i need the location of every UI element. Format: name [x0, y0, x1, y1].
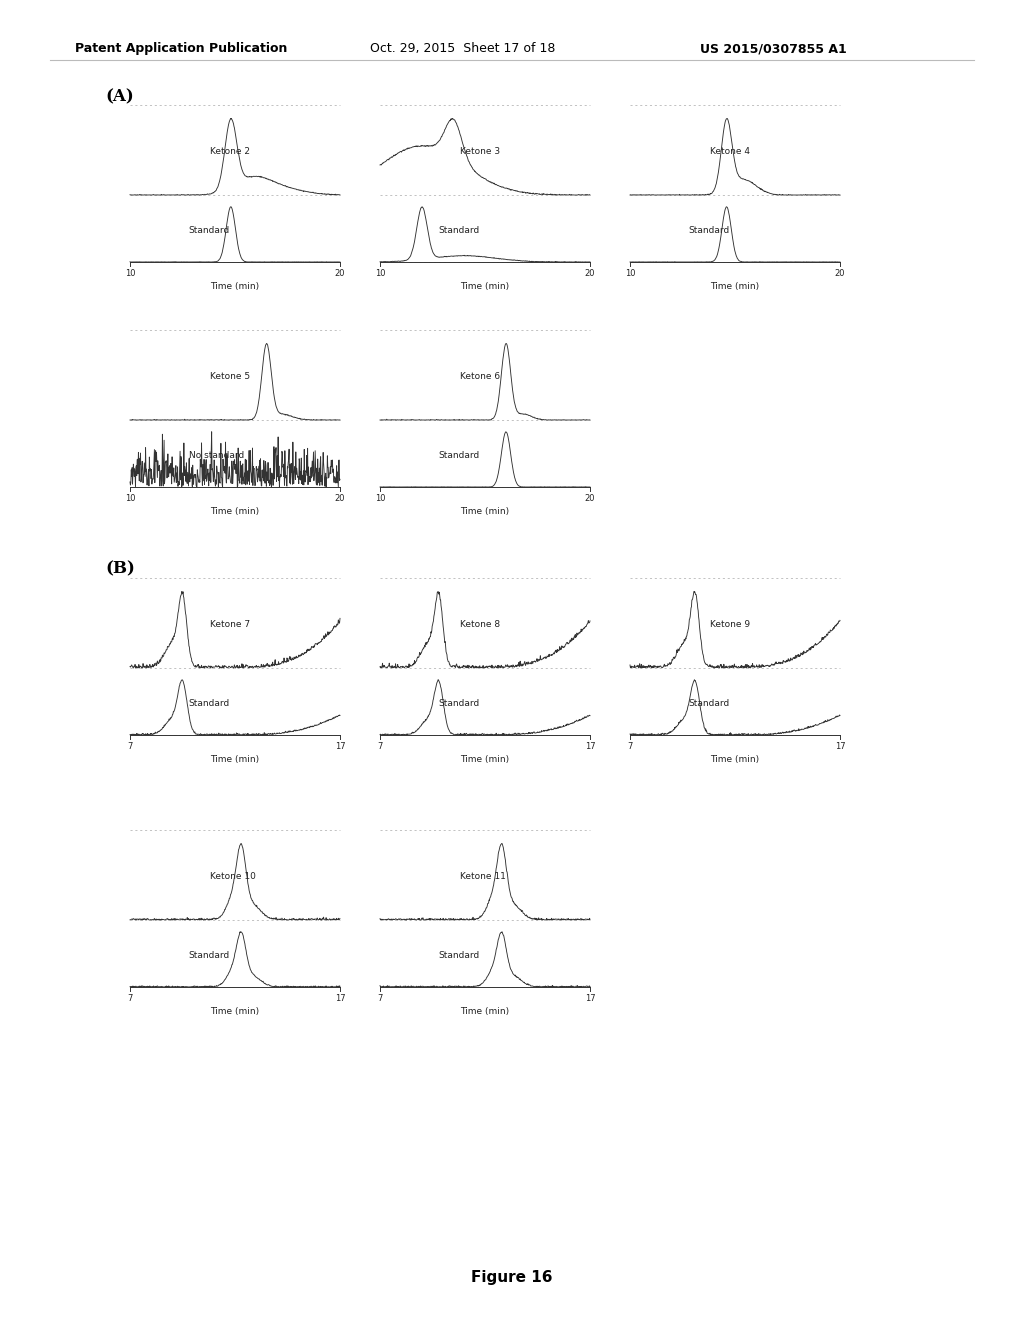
Text: Ketone 6: Ketone 6 — [460, 372, 500, 381]
Text: Oct. 29, 2015  Sheet 17 of 18: Oct. 29, 2015 Sheet 17 of 18 — [370, 42, 555, 55]
Text: 7: 7 — [127, 742, 133, 751]
Text: 20: 20 — [835, 269, 845, 279]
Text: Standard: Standard — [439, 952, 480, 961]
Text: Ketone 10: Ketone 10 — [210, 873, 256, 882]
Text: Figure 16: Figure 16 — [471, 1270, 553, 1284]
Text: Time (min): Time (min) — [461, 755, 510, 764]
Text: Ketone 2: Ketone 2 — [210, 148, 250, 156]
Text: 17: 17 — [335, 742, 345, 751]
Text: 10: 10 — [625, 269, 635, 279]
Text: 7: 7 — [127, 994, 133, 1003]
Text: Ketone 7: Ketone 7 — [210, 620, 250, 630]
Text: Ketone 11: Ketone 11 — [460, 873, 506, 882]
Text: US 2015/0307855 A1: US 2015/0307855 A1 — [700, 42, 847, 55]
Text: No standard: No standard — [188, 451, 244, 461]
Text: Standard: Standard — [439, 226, 480, 235]
Text: Time (min): Time (min) — [211, 755, 259, 764]
Text: Ketone 9: Ketone 9 — [710, 620, 750, 630]
Text: 17: 17 — [835, 742, 846, 751]
Text: 10: 10 — [375, 269, 385, 279]
Text: 7: 7 — [377, 742, 383, 751]
Text: Time (min): Time (min) — [461, 507, 510, 516]
Text: 20: 20 — [585, 494, 595, 503]
Text: 17: 17 — [585, 742, 595, 751]
Text: 17: 17 — [335, 994, 345, 1003]
Text: Ketone 4: Ketone 4 — [710, 148, 750, 156]
Text: 7: 7 — [628, 742, 633, 751]
Text: 20: 20 — [335, 494, 345, 503]
Text: Standard: Standard — [439, 451, 480, 461]
Text: Time (min): Time (min) — [211, 1007, 259, 1016]
Text: 10: 10 — [125, 269, 135, 279]
Text: Standard: Standard — [689, 700, 730, 709]
Text: Time (min): Time (min) — [211, 507, 259, 516]
Text: Time (min): Time (min) — [711, 282, 760, 290]
Text: Ketone 3: Ketone 3 — [460, 148, 500, 156]
Text: Standard: Standard — [188, 700, 230, 709]
Text: Patent Application Publication: Patent Application Publication — [75, 42, 288, 55]
Text: Standard: Standard — [689, 226, 730, 235]
Text: Ketone 8: Ketone 8 — [460, 620, 500, 630]
Text: Standard: Standard — [188, 952, 230, 961]
Text: Standard: Standard — [439, 700, 480, 709]
Text: Time (min): Time (min) — [211, 282, 259, 290]
Text: Standard: Standard — [188, 226, 230, 235]
Text: 20: 20 — [585, 269, 595, 279]
Text: Time (min): Time (min) — [461, 1007, 510, 1016]
Text: 17: 17 — [585, 994, 595, 1003]
Text: 20: 20 — [335, 269, 345, 279]
Text: (A): (A) — [105, 88, 134, 106]
Text: 7: 7 — [377, 994, 383, 1003]
Text: Ketone 5: Ketone 5 — [210, 372, 250, 381]
Text: 10: 10 — [125, 494, 135, 503]
Text: (B): (B) — [105, 560, 135, 577]
Text: Time (min): Time (min) — [461, 282, 510, 290]
Text: 10: 10 — [375, 494, 385, 503]
Text: Time (min): Time (min) — [711, 755, 760, 764]
